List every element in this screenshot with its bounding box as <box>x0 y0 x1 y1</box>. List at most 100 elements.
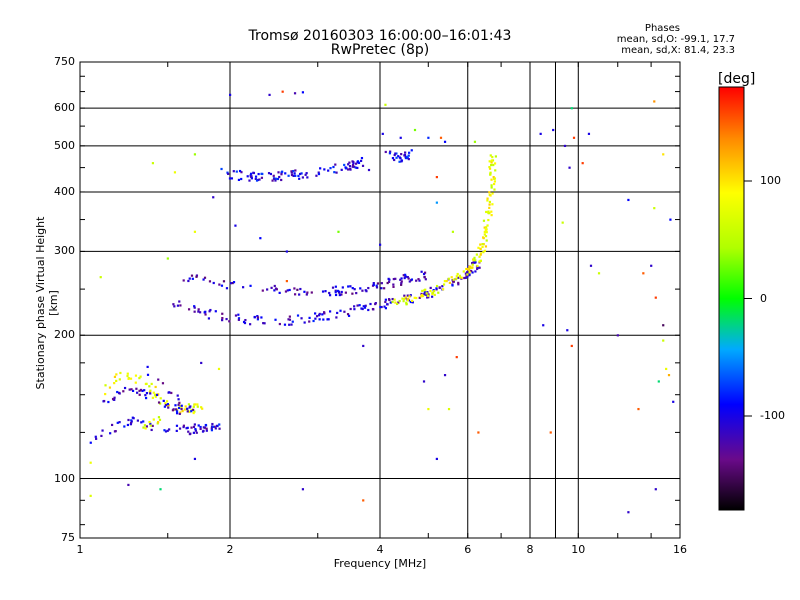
data-point <box>145 425 148 428</box>
data-point <box>189 405 192 408</box>
data-point <box>485 228 488 231</box>
data-point <box>226 171 229 174</box>
data-point <box>192 431 195 434</box>
data-point <box>398 160 401 163</box>
data-point <box>254 177 257 180</box>
data-point <box>392 277 395 281</box>
data-point <box>415 296 418 300</box>
data-point <box>490 159 493 162</box>
data-point <box>193 306 196 309</box>
data-point <box>225 317 228 321</box>
data-point <box>151 424 154 428</box>
data-point <box>627 511 630 514</box>
data-point <box>400 153 403 156</box>
data-point <box>471 266 474 269</box>
data-point <box>151 162 155 165</box>
data-point <box>258 178 261 181</box>
data-point <box>284 172 287 175</box>
data-point <box>235 170 238 173</box>
data-point <box>115 379 118 383</box>
data-point <box>317 171 320 174</box>
data-point <box>94 435 97 438</box>
data-point <box>217 367 221 371</box>
data-point <box>561 221 564 224</box>
data-point <box>310 291 313 294</box>
data-point <box>356 166 359 170</box>
data-point <box>191 277 194 280</box>
data-point <box>139 388 143 392</box>
data-point <box>293 172 296 175</box>
data-point <box>306 176 309 179</box>
data-point <box>359 159 363 163</box>
data-point <box>403 294 406 297</box>
data-point <box>539 132 542 135</box>
data-point <box>407 151 411 154</box>
data-point <box>323 311 326 314</box>
data-point <box>400 160 403 163</box>
data-point <box>482 251 485 254</box>
data-point <box>348 165 352 168</box>
data-point <box>423 291 426 294</box>
chart-subtitle: RwPretec (8p) <box>330 42 430 58</box>
x-tick-label: 16 <box>673 543 687 556</box>
data-point <box>435 287 438 290</box>
data-point <box>205 427 208 430</box>
data-point <box>487 211 490 214</box>
data-point <box>549 431 552 434</box>
data-point <box>494 155 497 158</box>
data-point <box>211 425 214 428</box>
data-point <box>186 410 189 413</box>
data-point <box>285 250 288 253</box>
data-point <box>166 429 169 432</box>
data-point <box>166 257 169 260</box>
data-point <box>393 158 396 162</box>
data-point <box>479 243 482 246</box>
data-point <box>143 389 146 392</box>
data-point <box>175 424 179 427</box>
data-point <box>380 305 383 309</box>
data-point <box>273 289 276 292</box>
data-point <box>468 271 471 274</box>
data-point <box>347 314 351 317</box>
colorbar-tick-label: -100 <box>760 409 785 422</box>
data-point <box>268 93 271 96</box>
data-point <box>154 395 157 398</box>
data-point <box>653 100 656 103</box>
data-point <box>140 421 143 424</box>
data-point <box>321 313 324 316</box>
data-point <box>149 389 152 392</box>
data-point <box>234 224 237 227</box>
data-point <box>484 245 488 248</box>
data-point <box>314 317 317 320</box>
data-point <box>138 377 141 380</box>
data-point <box>406 299 409 302</box>
data-point <box>312 319 315 323</box>
data-point <box>335 171 338 174</box>
data-point <box>103 399 106 403</box>
data-point <box>148 385 151 388</box>
data-point <box>328 294 332 297</box>
y-tick-label: 400 <box>54 184 75 198</box>
data-point <box>281 170 284 173</box>
data-point <box>488 200 492 204</box>
data-point <box>195 431 198 434</box>
data-point <box>274 179 277 182</box>
data-point <box>383 305 386 308</box>
data-point <box>218 283 221 286</box>
data-point <box>367 286 370 290</box>
data-point <box>200 406 203 409</box>
data-point <box>113 398 116 401</box>
data-point <box>287 174 290 177</box>
data-point <box>443 374 447 377</box>
data-point <box>361 164 365 167</box>
data-point <box>447 407 451 411</box>
data-point <box>144 394 147 397</box>
data-point <box>177 403 180 406</box>
data-point <box>249 174 252 177</box>
data-point <box>250 177 254 180</box>
data-point <box>457 281 460 285</box>
data-point <box>175 410 179 413</box>
data-point <box>267 172 271 175</box>
data-point <box>197 310 200 313</box>
